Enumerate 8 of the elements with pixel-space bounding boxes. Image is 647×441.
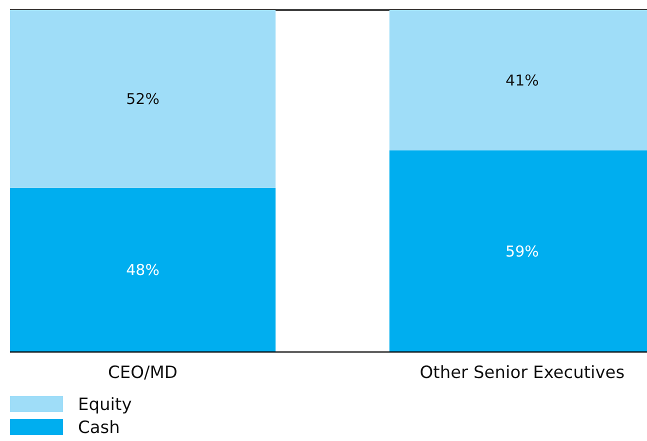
x-tick-label: CEO/MD [108, 363, 178, 383]
data-label: 48% [126, 261, 160, 280]
data-label: 59% [506, 242, 539, 260]
legend-label: Cash [78, 418, 120, 438]
x-tick-label: Other Senior Executives [420, 363, 625, 383]
data-label: 52% [126, 90, 160, 108]
legend-label: Equity [78, 395, 132, 415]
data-label: 41% [506, 71, 539, 90]
